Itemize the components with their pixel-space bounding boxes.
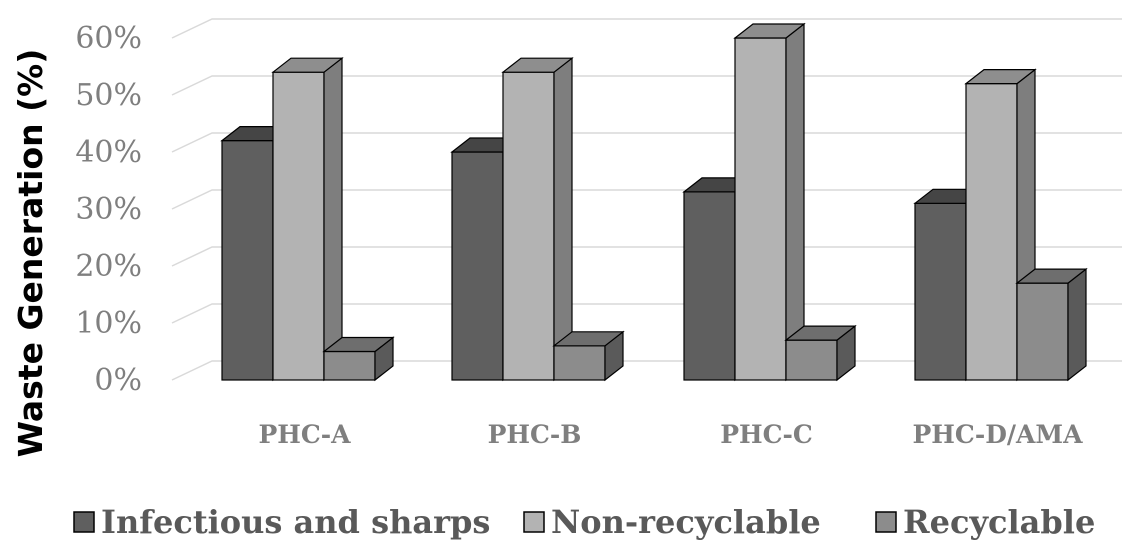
bar-front	[221, 140, 274, 381]
legend-swatch	[875, 511, 897, 533]
bar-top	[1015, 268, 1088, 284]
gridline	[171, 189, 1122, 210]
gridlines	[171, 18, 1122, 381]
gridline	[171, 75, 1122, 96]
legend-label: Non-recyclable	[551, 503, 821, 541]
legend-item: Non-recyclable	[523, 503, 821, 541]
category-label: PHC-B	[488, 420, 582, 449]
legend-label: Infectious and sharps	[101, 503, 490, 541]
bar-top	[271, 57, 344, 73]
legend-item: Infectious and sharps	[73, 503, 490, 541]
y-tick-label: 20%	[75, 249, 142, 284]
bar	[271, 56, 344, 382]
category-label: PHC-A	[258, 420, 351, 449]
bar	[501, 56, 574, 382]
bar-side	[323, 56, 343, 382]
y-tick-label: 0%	[94, 363, 142, 398]
legend: Infectious and sharps Non-recyclable Recyc…	[73, 503, 1095, 541]
bar	[322, 336, 395, 382]
bar	[552, 330, 625, 382]
bar-top	[552, 331, 625, 347]
bar-front	[965, 82, 1018, 381]
legend-item: Recyclable	[875, 503, 1095, 541]
bar-top	[322, 336, 395, 353]
gridline	[171, 18, 1122, 39]
gridline	[171, 132, 1122, 153]
bar	[964, 68, 1037, 382]
category-label: PHC-D/AMA	[913, 420, 1084, 449]
bar-side	[553, 56, 573, 382]
bars	[220, 22, 1088, 382]
bar-front	[272, 71, 325, 381]
bar-side	[1067, 267, 1087, 382]
bar-side	[785, 22, 805, 382]
bar-front	[451, 151, 504, 381]
y-axis-label: Waste Generation (%)	[11, 49, 50, 458]
bar-front	[785, 339, 838, 381]
bar-front	[683, 191, 736, 381]
bar-front	[1016, 282, 1069, 381]
bar-front	[502, 71, 555, 381]
y-tick-label: 10%	[75, 306, 142, 341]
y-tick-label: 50%	[75, 78, 142, 113]
legend-swatch	[523, 511, 545, 533]
gridline	[171, 246, 1122, 267]
y-tick-label: 40%	[75, 135, 142, 170]
y-axis-tick-labels: 0% 10% 20% 30% 40% 50% 60%	[75, 21, 142, 398]
bar	[733, 22, 806, 382]
bar-top	[784, 325, 857, 341]
bar-top	[964, 68, 1037, 85]
legend-swatch	[73, 511, 95, 533]
y-tick-label: 60%	[75, 21, 142, 56]
category-labels: PHC-A PHC-B PHC-C PHC-D/AMA	[258, 420, 1083, 449]
bar-front	[323, 350, 376, 381]
bar-top	[501, 57, 574, 73]
bar-front	[553, 345, 606, 381]
bar-front	[734, 37, 787, 381]
gridline	[171, 303, 1122, 324]
category-label: PHC-C	[720, 420, 813, 449]
bar-front	[914, 202, 967, 381]
bar	[784, 324, 857, 382]
bar	[1015, 267, 1088, 382]
legend-label: Recyclable	[903, 503, 1095, 541]
bar-top	[733, 23, 806, 39]
y-tick-label: 30%	[75, 192, 142, 227]
